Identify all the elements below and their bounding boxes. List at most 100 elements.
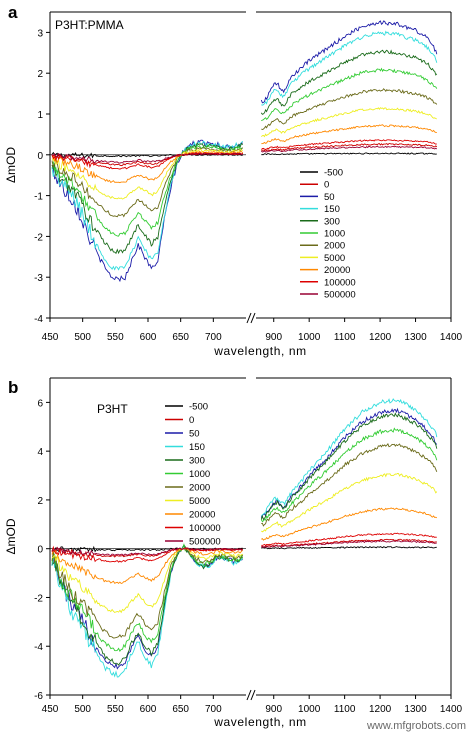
x-tick-label: 1100: [334, 704, 356, 715]
y-tick-label: 6: [37, 398, 43, 409]
legend-label: 500000: [324, 290, 356, 301]
legend-label: 150: [189, 442, 205, 453]
legend-label: 300: [189, 456, 205, 467]
series-line-right-20000: [261, 507, 438, 541]
series-line-left-2000: [51, 146, 244, 218]
series-line-left-500000: [51, 546, 243, 557]
series-line-right-100000: [261, 532, 437, 547]
legend-label: 50: [189, 429, 200, 440]
series-line-right-1000: [260, 427, 438, 523]
y-tick-label: 0: [37, 545, 43, 556]
series-line-left-2000: [51, 548, 244, 639]
legend-label: 20000: [189, 510, 215, 521]
y-axis-label: ΔmOD: [4, 518, 18, 554]
legend-label: 5000: [324, 253, 345, 264]
legend-label: 0: [189, 415, 194, 426]
series-line-left-50: [51, 545, 243, 670]
legend-label: 2000: [324, 241, 345, 252]
y-axis-label: ΔmOD: [4, 147, 18, 183]
legend-label: 20000: [324, 265, 350, 276]
x-tick-label: 700: [205, 332, 222, 343]
x-tick-label: 650: [172, 704, 189, 715]
y-tick-label: -4: [34, 642, 43, 653]
y-tick-label: -2: [34, 593, 43, 604]
x-tick-label: 1100: [334, 332, 356, 343]
series-line-right-0: [260, 143, 438, 152]
series-line-right-2000: [261, 88, 438, 130]
series-line-left-20000: [51, 150, 244, 184]
series-line-left--500: [51, 151, 243, 159]
x-tick-label: 900: [265, 332, 282, 343]
series-line-right-150: [261, 398, 438, 517]
x-axis-label: wavelength, nm: [213, 344, 306, 358]
series-line-left-1000: [51, 542, 244, 652]
legend-label: 1000: [189, 469, 210, 480]
series-line-left-100000: [51, 545, 243, 563]
y-tick-label: 0: [37, 151, 43, 162]
legend-label: 500000: [189, 537, 221, 548]
series-line-left-150: [51, 544, 244, 678]
y-tick-label: 4: [37, 447, 43, 458]
legend-label: 0: [324, 180, 329, 191]
y-tick-label: -4: [34, 314, 43, 325]
legend-label: 50: [324, 192, 335, 203]
x-tick-label: 550: [107, 704, 124, 715]
x-tick-label: 600: [140, 332, 157, 343]
x-tick-label: 700: [205, 704, 222, 715]
x-tick-label: 600: [140, 704, 157, 715]
x-tick-label: 450: [42, 704, 59, 715]
axis-break-mark: [250, 312, 256, 324]
x-tick-label: 1300: [404, 704, 427, 715]
legend-label: 300: [324, 216, 340, 227]
y-tick-label: 2: [37, 69, 43, 80]
series-line-right-50: [260, 20, 438, 104]
legend-label: -500: [324, 168, 343, 179]
legend-label: 2000: [189, 483, 210, 494]
series-line-right-300: [260, 49, 438, 115]
panel-label: b: [8, 378, 18, 397]
series-line-right-2000: [261, 443, 438, 527]
series-line-right-1000: [261, 67, 438, 122]
y-tick-label: 3: [37, 28, 43, 39]
y-tick-label: -1: [34, 192, 43, 203]
legend-label: 100000: [324, 277, 356, 288]
legend-label: 1000: [324, 229, 345, 240]
x-tick-label: 900: [265, 704, 282, 715]
series-line-right-5000: [260, 107, 438, 138]
axis-break-mark: [246, 689, 252, 701]
series-line-right--500: [261, 152, 437, 156]
series-line-left-300: [51, 544, 243, 666]
series-line-right-20000: [261, 124, 437, 145]
x-tick-label: 1200: [369, 332, 392, 343]
series-line-left-5000: [51, 148, 243, 200]
series-line-left-500000: [51, 152, 243, 164]
y-tick-label: -6: [34, 691, 43, 702]
series-line-right-150: [261, 30, 438, 106]
series-line-left-1000: [51, 144, 243, 237]
series-line-right-100000: [260, 139, 437, 150]
legend-label: 100000: [189, 523, 221, 534]
series-line-right-500000: [260, 145, 438, 153]
series-line-left-5000: [51, 547, 243, 614]
series-line-right-300: [260, 412, 438, 521]
series-line-right-50: [260, 407, 438, 518]
panel-label: a: [8, 3, 18, 22]
series-line-right-5000: [261, 473, 438, 533]
y-tick-label: -2: [34, 232, 43, 243]
x-tick-label: 550: [107, 332, 124, 343]
series-line-left-20000: [51, 547, 244, 585]
x-tick-label: 450: [42, 332, 59, 343]
x-tick-label: 1000: [298, 704, 321, 715]
x-tick-label: 1000: [298, 332, 321, 343]
x-tick-label: 1200: [369, 704, 392, 715]
x-tick-label: 500: [74, 332, 91, 343]
legend-label: 150: [324, 204, 340, 215]
series-line-right--500: [261, 546, 437, 550]
y-tick-label: 2: [37, 496, 43, 507]
axis-break-mark: [250, 689, 256, 701]
x-tick-label: 1300: [404, 332, 427, 343]
